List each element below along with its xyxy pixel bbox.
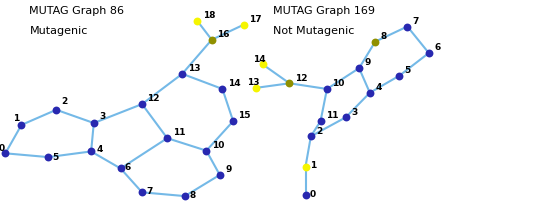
Text: 18: 18 — [203, 11, 215, 20]
Point — [138, 102, 146, 106]
Text: 10: 10 — [212, 141, 224, 150]
Point — [215, 173, 224, 177]
Text: 13: 13 — [188, 64, 200, 73]
Point — [163, 137, 172, 140]
Point — [202, 149, 211, 152]
Text: 8: 8 — [189, 191, 196, 200]
Text: 2: 2 — [316, 127, 323, 135]
Point — [316, 119, 325, 123]
Point — [178, 72, 187, 75]
Text: 9: 9 — [225, 165, 232, 174]
Point — [229, 119, 237, 123]
Text: 5: 5 — [405, 66, 411, 75]
Point — [252, 86, 260, 89]
Text: 11: 11 — [173, 128, 185, 137]
Point — [218, 87, 227, 91]
Text: Mutagenic: Mutagenic — [29, 26, 88, 36]
Text: 4: 4 — [96, 145, 103, 155]
Point — [395, 74, 404, 77]
Text: MUTAG Graph 86: MUTAG Graph 86 — [29, 6, 124, 16]
Text: 6: 6 — [125, 163, 131, 172]
Point — [301, 193, 310, 197]
Text: 1: 1 — [13, 114, 20, 123]
Point — [285, 82, 294, 85]
Text: 3: 3 — [351, 108, 358, 117]
Text: 5: 5 — [53, 153, 59, 162]
Text: 8: 8 — [381, 32, 387, 41]
Text: 12: 12 — [295, 74, 307, 82]
Point — [138, 191, 146, 194]
Text: 12: 12 — [147, 94, 160, 103]
Text: 9: 9 — [364, 58, 371, 67]
Point — [403, 25, 412, 28]
Point — [366, 91, 374, 95]
Text: 7: 7 — [413, 17, 419, 26]
Text: 1: 1 — [310, 161, 316, 170]
Text: 17: 17 — [249, 15, 262, 24]
Point — [371, 40, 379, 43]
Point — [90, 121, 98, 125]
Text: 0: 0 — [310, 190, 316, 199]
Text: 16: 16 — [217, 30, 229, 39]
Point — [425, 51, 433, 55]
Text: MUTAG Graph 169: MUTAG Graph 169 — [273, 6, 375, 16]
Text: 11: 11 — [326, 111, 338, 120]
Text: 14: 14 — [228, 79, 241, 88]
Point — [323, 87, 331, 91]
Point — [307, 135, 315, 138]
Point — [207, 38, 216, 42]
Point — [52, 108, 61, 112]
Text: 4: 4 — [375, 83, 382, 92]
Point — [181, 194, 189, 198]
Point — [240, 23, 248, 26]
Text: 10: 10 — [332, 79, 345, 88]
Point — [193, 19, 202, 22]
Point — [17, 123, 26, 127]
Text: 6: 6 — [434, 43, 441, 52]
Point — [258, 63, 267, 66]
Text: 2: 2 — [62, 97, 68, 106]
Text: 0: 0 — [0, 144, 5, 153]
Point — [341, 116, 350, 119]
Point — [116, 167, 125, 170]
Text: 15: 15 — [239, 111, 251, 120]
Point — [301, 165, 310, 168]
Point — [44, 155, 53, 159]
Text: Not Mutagenic: Not Mutagenic — [273, 26, 355, 36]
Point — [87, 150, 95, 153]
Point — [1, 152, 10, 155]
Point — [355, 66, 363, 70]
Text: 14: 14 — [253, 55, 266, 64]
Text: 7: 7 — [146, 187, 153, 196]
Text: 13: 13 — [247, 78, 259, 87]
Text: 3: 3 — [99, 112, 106, 121]
